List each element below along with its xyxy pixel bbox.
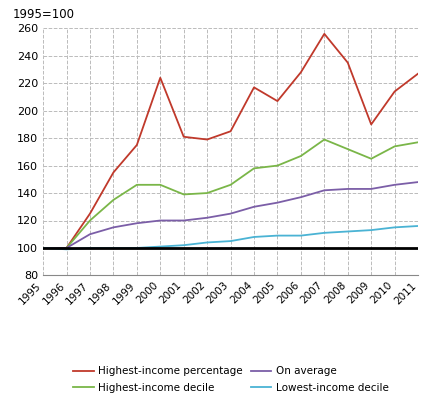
- Legend: Highest-income percentage, Highest-income decile, On average, Lowest-income deci: Highest-income percentage, Highest-incom…: [68, 362, 392, 397]
- Text: 1995=100: 1995=100: [13, 8, 75, 21]
